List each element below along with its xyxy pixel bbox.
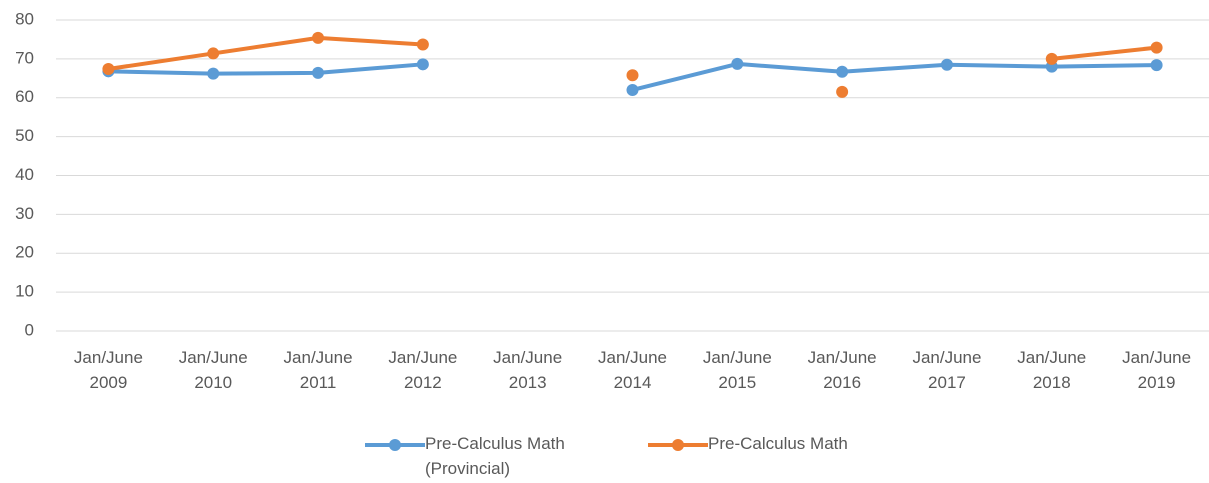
y-tick-label: 80	[15, 9, 34, 28]
legend-swatch-point	[672, 439, 684, 451]
series-point	[731, 57, 744, 70]
y-tick-label: 50	[15, 126, 34, 145]
y-tick-label: 20	[15, 243, 34, 262]
legend-swatch-point	[389, 439, 401, 451]
series-point	[207, 47, 220, 60]
x-tick-label: Jan/June 2019	[1122, 348, 1191, 392]
series-line	[108, 62, 424, 76]
y-tick-label: 70	[15, 48, 34, 67]
series-line	[632, 61, 1157, 92]
series-point	[1150, 41, 1163, 54]
series-point	[626, 69, 639, 82]
series-point	[1150, 59, 1163, 72]
x-tick-label: Jan/June 2012	[388, 348, 457, 392]
y-tick-label: 40	[15, 165, 34, 184]
y-tick-label: 0	[25, 320, 34, 339]
x-tick-label: Jan/June 2013	[493, 348, 562, 392]
series-point	[1045, 52, 1058, 65]
y-tick-label: 30	[15, 204, 34, 223]
x-tick-label: Jan/June 2018	[1017, 348, 1086, 392]
x-tick-label: Jan/June 2011	[284, 348, 353, 392]
series-point	[416, 38, 429, 51]
y-tick-label: 10	[15, 282, 34, 301]
series-line	[108, 35, 423, 71]
series-point	[312, 31, 325, 44]
series-point	[626, 83, 639, 96]
legend-label: Pre-Calculus Math	[708, 434, 848, 453]
series-point	[836, 85, 849, 98]
series-point	[416, 58, 429, 71]
x-tick-label: Jan/June 2015	[703, 348, 772, 392]
x-tick-label: Jan/June 2014	[598, 348, 667, 392]
series-point	[207, 67, 220, 80]
legend-label: Pre-Calculus Math (Provincial)	[425, 434, 565, 478]
series-point	[836, 65, 849, 78]
series-point	[940, 58, 953, 71]
series-line	[1051, 45, 1157, 61]
x-tick-label: Jan/June 2009	[74, 348, 143, 392]
x-tick-label: Jan/June 2017	[912, 348, 981, 392]
x-tick-label: Jan/June 2010	[179, 348, 248, 392]
series-point	[312, 66, 325, 79]
y-tick-label: 60	[15, 87, 34, 106]
x-tick-label: Jan/June 2016	[808, 348, 877, 392]
series-point	[102, 62, 115, 75]
